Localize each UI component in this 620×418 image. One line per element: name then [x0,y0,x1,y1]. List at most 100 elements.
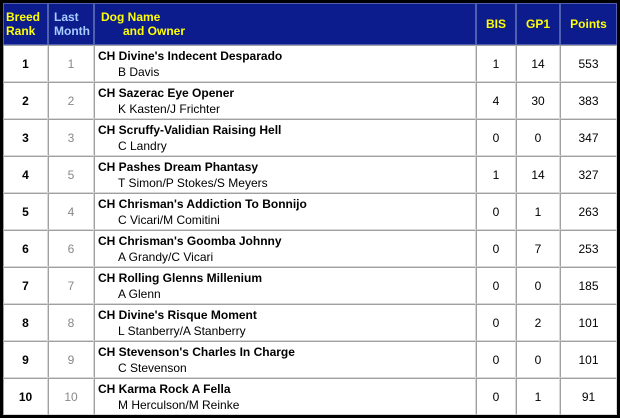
bis-cell: 1 [476,45,516,82]
gp1-cell: 1 [516,193,560,230]
points-cell: 347 [560,119,617,156]
points-cell: 101 [560,341,617,378]
dog-name: CH Rolling Glenns Millenium [98,270,263,285]
owner-name: C Vicari/M Comitini [118,212,220,227]
dog-cell: CH Chrisman's Goomba Johnny A Grandy/C Vi… [94,230,476,267]
header-text: Breed [6,10,41,24]
gp1-cell: 1 [516,378,560,415]
dog-cell: CH Scruffy-Validian Raising Hell C Landry [94,119,476,156]
dog-name: CH Divine's Risque Moment [98,307,257,322]
dog-cell: CH Pashes Dream Phantasy T Simon/P Stokes… [94,156,476,193]
table-row: 4 5 CH Pashes Dream Phantasy T Simon/P Stok… [3,156,617,193]
rank-cell: 1 [3,45,48,82]
points-cell: 91 [560,378,617,415]
owner-name: T Simon/P Stokes/S Meyers [118,175,268,190]
owner-name: C Stevenson [118,360,187,375]
dog-name: CH Divine's Indecent Desparado [98,48,283,63]
owner-name: L Stanberry/A Stanberry [118,323,246,338]
dog-name: CH Scruffy-Validian Raising Hell [98,122,282,137]
table-row: 2 2 CH Sazerac Eye Opener K Kasten/J Fricht… [3,82,617,119]
last-month-cell: 2 [48,82,94,119]
owner-name: A Grandy/C Vicari [118,249,214,264]
dog-cell: CH Divine's Indecent Desparado B Davis [94,45,476,82]
dog-name: CH Pashes Dream Phantasy [98,159,259,174]
points-cell: 327 [560,156,617,193]
header-text: Rank [6,24,36,38]
points-cell: 101 [560,304,617,341]
last-month-cell: 7 [48,267,94,304]
gp1-cell: 0 [516,119,560,156]
last-month-cell: 1 [48,45,94,82]
dog-cell: CH Karma Rock A Fella M Herculson/M Reink… [94,378,476,415]
bis-cell: 0 [476,230,516,267]
header-text: and Owner [123,24,186,38]
dog-name: CH Karma Rock A Fella [98,381,231,396]
dog-cell: CH Divine's Risque Moment L Stanberry/A S… [94,304,476,341]
dog-cell: CH Sazerac Eye Opener K Kasten/J Frichter [94,82,476,119]
rank-cell: 5 [3,193,48,230]
gp1-cell: 7 [516,230,560,267]
rank-cell: 2 [3,82,48,119]
rank-cell: 8 [3,304,48,341]
last-month-cell: 5 [48,156,94,193]
bis-cell: 0 [476,304,516,341]
gp1-cell: 0 [516,341,560,378]
dog-name: CH Chrisman's Goomba Johnny [98,233,282,248]
dog-name: CH Stevenson's Charles In Charge [98,344,295,359]
header-cell: BIS [476,3,516,45]
rank-cell: 6 [3,230,48,267]
table-row: 10 10 CH Karma Rock A Fella M Herculson/M R… [3,378,617,415]
bis-cell: 0 [476,193,516,230]
table-row: 6 6 CH Chrisman's Goomba Johnny A Grandy/C … [3,230,617,267]
header-text: Dog Name [101,10,161,24]
last-month-cell: 8 [48,304,94,341]
rankings-panel: Breed Rank Last Month Dog Name and Owner BI… [3,3,617,415]
header-cell: Last Month [48,3,94,45]
points-cell: 185 [560,267,617,304]
table-row: 1 1 CH Divine's Indecent Desparado B Davis 1… [3,45,617,82]
bis-cell: 1 [476,156,516,193]
last-month-cell: 4 [48,193,94,230]
table-body: 1 1 CH Divine's Indecent Desparado B Davis 1… [3,45,617,415]
gp1-cell: 0 [516,267,560,304]
points-cell: 553 [560,45,617,82]
table-row: 9 9 CH Stevenson's Charles In Charge C Stev… [3,341,617,378]
points-cell: 253 [560,230,617,267]
dog-cell: CH Chrisman's Addiction To Bonnijo C Vica… [94,193,476,230]
gp1-cell: 2 [516,304,560,341]
owner-name: B Davis [118,64,160,79]
points-cell: 263 [560,193,617,230]
rank-cell: 9 [3,341,48,378]
table-row: 5 4 CH Chrisman's Addiction To Bonnijo C Vi… [3,193,617,230]
last-month-cell: 3 [48,119,94,156]
dog-cell: CH Rolling Glenns Millenium A Glenn [94,267,476,304]
rank-cell: 3 [3,119,48,156]
dog-name: CH Chrisman's Addiction To Bonnijo [98,196,307,211]
header-cell: GP1 [516,3,560,45]
rank-cell: 10 [3,378,48,415]
gp1-cell: 14 [516,156,560,193]
rankings-table: Breed Rank Last Month Dog Name and Owner BI… [3,3,617,415]
header-row: Breed Rank Last Month Dog Name and Owner BI… [3,3,617,45]
rank-cell: 4 [3,156,48,193]
header-text: Last [54,10,79,24]
last-month-cell: 9 [48,341,94,378]
bis-cell: 0 [476,267,516,304]
header-text: Month [54,24,90,38]
owner-name: A Glenn [118,286,161,301]
last-month-cell: 10 [48,378,94,415]
header-cell: Dog Name and Owner [94,3,476,45]
bis-cell: 4 [476,82,516,119]
bis-cell: 0 [476,378,516,415]
dog-name: CH Sazerac Eye Opener [98,85,235,100]
gp1-cell: 14 [516,45,560,82]
rank-cell: 7 [3,267,48,304]
points-cell: 383 [560,82,617,119]
table-row: 7 7 CH Rolling Glenns Millenium A Glenn 0 0 18… [3,267,617,304]
table-row: 3 3 CH Scruffy-Validian Raising Hell C Land… [3,119,617,156]
owner-name: C Landry [118,138,167,153]
table-row: 8 8 CH Divine's Risque Moment L Stanberry/A… [3,304,617,341]
header-cell: Points [560,3,617,45]
bis-cell: 0 [476,119,516,156]
